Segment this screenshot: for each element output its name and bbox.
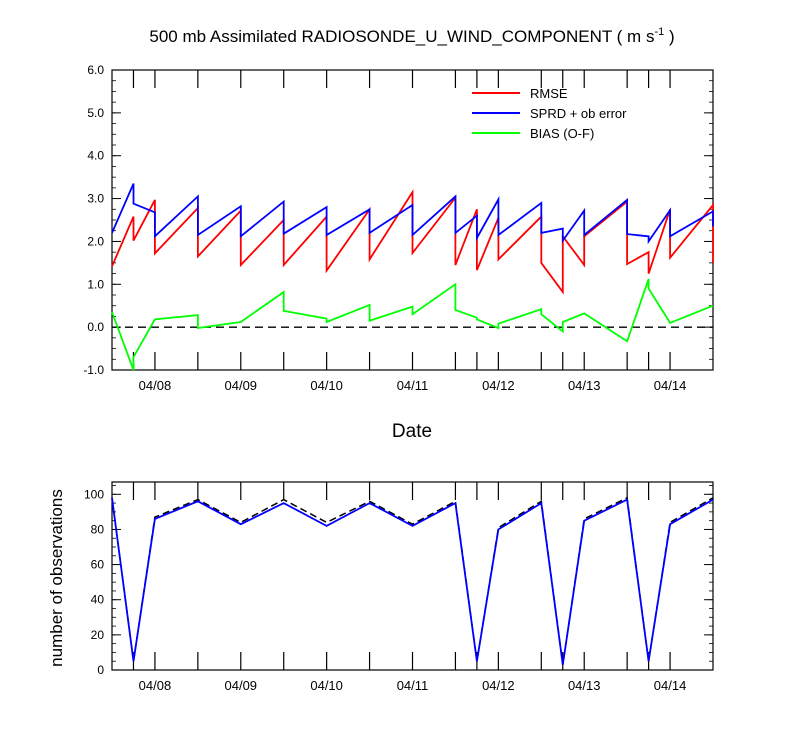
bottom-plot: 0 20 40 60 80 100 04/08 04/09 04/10 04/11 04/12 04/… (84, 481, 714, 693)
y-axis-label-observations: number of observations (47, 489, 66, 667)
x-tick-label: 04/12 (482, 378, 515, 393)
chart-title: 500 mb Assimilated RADIOSONDE_U_WIND_COM… (149, 26, 674, 46)
x-tick-label: 04/08 (139, 678, 172, 693)
legend-label: BIAS (O-F) (530, 126, 594, 141)
x-tick-label: 04/14 (654, 678, 687, 693)
y-tick-label: 80 (91, 522, 105, 536)
top-plot: -1.0 0.0 1.0 2.0 3.0 4.0 5.0 6.0 04/08 04/09 04/10… (83, 63, 714, 393)
x-tick-label: 04/13 (568, 678, 601, 693)
x-tick-label: 04/12 (482, 678, 515, 693)
chart-title-superscript: -1 (654, 26, 664, 38)
x-tick-label: 04/11 (397, 378, 429, 393)
series-line-sprd-ob-error (111, 183, 714, 245)
y-tick-label: 60 (91, 558, 105, 572)
y-tick-label: -1.0 (83, 363, 104, 377)
x-tick-label: 04/13 (568, 378, 601, 393)
series-line-rmse (111, 189, 714, 295)
y-tick-label: 40 (91, 593, 105, 607)
x-tick-label: 04/08 (139, 378, 172, 393)
x-tick-label: 04/11 (397, 678, 429, 693)
y-tick-label: 20 (91, 628, 105, 642)
legend-label: SPRD + ob error (530, 106, 627, 121)
y-tick-label: 3.0 (87, 192, 104, 206)
x-tick-label: 04/09 (225, 378, 258, 393)
y-tick-label: 6.0 (87, 63, 104, 77)
plot-frame (111, 481, 714, 671)
x-axis-label: Date (392, 421, 432, 442)
chart-title-main: 500 mb Assimilated RADIOSONDE_U_WIND_COM… (149, 27, 654, 46)
series-line-bias-o-f (111, 278, 714, 371)
y-tick-label: 0 (97, 663, 104, 677)
y-tick-label: 100 (84, 487, 104, 501)
x-tick-label: 04/14 (654, 378, 687, 393)
y-tick-label: 1.0 (87, 277, 104, 291)
x-tick-label: 04/09 (225, 678, 258, 693)
x-tick-label: 04/10 (310, 678, 343, 693)
y-tick-label: 0.0 (87, 320, 104, 334)
series-line-assimilated-observations (111, 497, 714, 665)
chart-title-end: ) (664, 27, 674, 46)
x-tick-label: 04/10 (310, 378, 343, 393)
series-line-possible-observations (111, 496, 714, 665)
y-tick-label: 5.0 (87, 106, 104, 120)
y-tick-label: 4.0 (87, 149, 104, 163)
legend-label: RMSE (530, 86, 568, 101)
y-tick-label: 2.0 (87, 234, 104, 248)
